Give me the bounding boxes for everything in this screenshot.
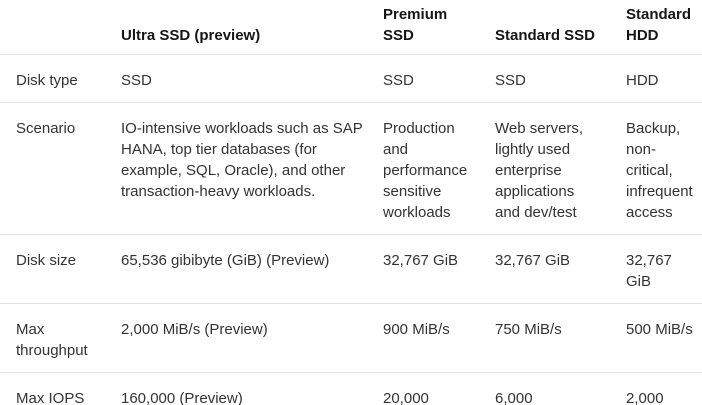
cell-disk-type-premium-ssd: SSD xyxy=(383,72,414,89)
table-row-max-throughput: Max throughput 2,000 MiB/s (Preview) 900… xyxy=(0,303,702,373)
cell-max-iops-premium-ssd: 20,000 xyxy=(383,390,429,405)
row-label-scenario: Scenario xyxy=(16,120,76,137)
cell-disk-size-ultra-ssd: 65,536 gibibyte (GiB) (Preview) xyxy=(121,252,330,269)
cell-max-throughput-standard-ssd: 750 MiB/s xyxy=(495,321,562,338)
cell-max-throughput-ultra-ssd: 2,000 MiB/s (Preview) xyxy=(121,321,268,338)
cell-scenario-standard-ssd: Web servers, lightly used enterprise app… xyxy=(495,120,584,221)
cell-disk-size-standard-hdd: 32,767 GiB xyxy=(626,252,672,290)
cell-scenario-standard-hdd: Backup, non-critical, infrequent access xyxy=(626,120,693,221)
cell-max-iops-ultra-ssd: 160,000 (Preview) xyxy=(121,390,243,405)
cell-max-throughput-standard-hdd: 500 MiB/s xyxy=(626,321,693,338)
cell-max-iops-standard-hdd: 2,000 xyxy=(626,390,664,405)
table-row-max-iops: Max IOPS 160,000 (Preview) 20,000 6,000 … xyxy=(0,372,702,405)
row-label-max-throughput: Max throughput xyxy=(16,321,88,359)
column-header-ultra-ssd: Ultra SSD (preview) xyxy=(121,27,261,44)
column-header-standard-hdd: Standard HDD xyxy=(626,6,692,44)
cell-scenario-premium-ssd: Production and performance sensitive wor… xyxy=(383,120,468,221)
row-label-max-iops: Max IOPS xyxy=(16,390,85,405)
row-label-disk-size: Disk size xyxy=(16,252,77,269)
cell-scenario-ultra-ssd: IO-intensive workloads such as SAP HANA,… xyxy=(121,120,363,200)
cell-max-iops-standard-ssd: 6,000 xyxy=(495,390,533,405)
table-row-scenario: Scenario IO-intensive workloads such as … xyxy=(0,102,702,235)
column-header-premium-ssd: Premium SSD xyxy=(383,6,448,44)
table-row-disk-size: Disk size 65,536 gibibyte (GiB) (Preview… xyxy=(0,234,702,304)
row-label-disk-type: Disk type xyxy=(16,72,78,89)
column-header-row-label xyxy=(0,0,121,55)
cell-disk-size-premium-ssd: 32,767 GiB xyxy=(383,252,459,269)
cell-disk-type-standard-hdd: HDD xyxy=(626,72,659,89)
column-header-standard-ssd: Standard SSD xyxy=(495,27,596,44)
table-row-disk-type: Disk type SSD SSD SSD HDD xyxy=(0,54,702,103)
cell-disk-type-ultra-ssd: SSD xyxy=(121,72,152,89)
cell-max-throughput-premium-ssd: 900 MiB/s xyxy=(383,321,450,338)
cell-disk-type-standard-ssd: SSD xyxy=(495,72,526,89)
cell-disk-size-standard-ssd: 32,767 GiB xyxy=(495,252,571,269)
table-header-row: Ultra SSD (preview) Premium SSD Standard… xyxy=(0,0,702,55)
